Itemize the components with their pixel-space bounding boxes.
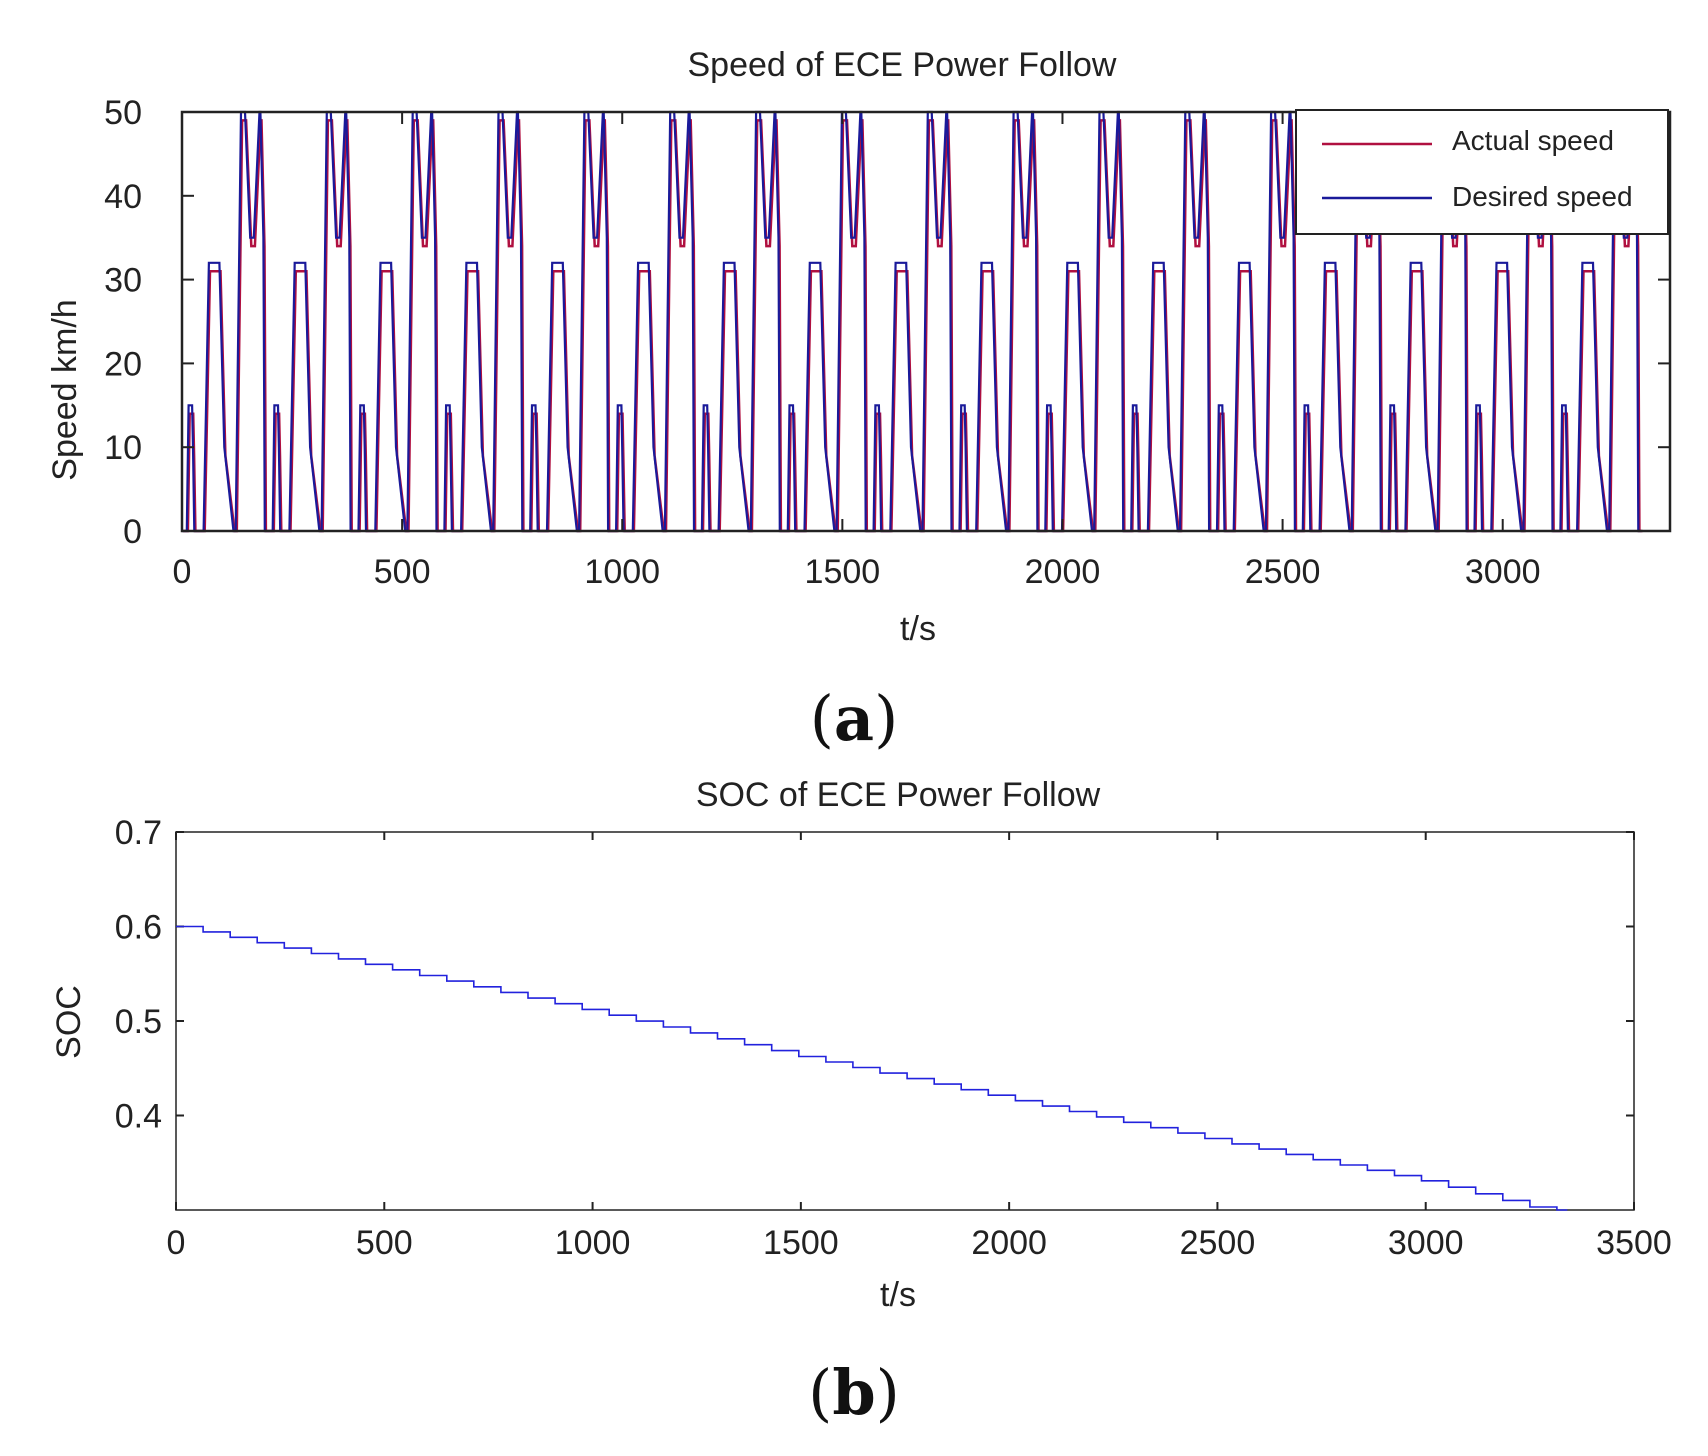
soc-xtick-label: 3000 bbox=[1388, 1224, 1464, 1262]
soc-chart-title: SOC of ECE Power Follow bbox=[696, 776, 1101, 814]
legend-actual-speed-label: Actual speed bbox=[1452, 125, 1614, 156]
panel-label-b: (b) bbox=[808, 1356, 900, 1429]
soc-xtick-label: 2000 bbox=[971, 1224, 1047, 1262]
soc-xtick-label: 500 bbox=[356, 1224, 413, 1262]
soc-plot-frame bbox=[175, 831, 1635, 1211]
speed-ytick-label: 50 bbox=[104, 94, 142, 132]
soc-xtick-label: 1500 bbox=[763, 1224, 839, 1262]
speed-xtick-label: 500 bbox=[374, 553, 431, 591]
speed-chart: Speed of ECE Power Follow t/s Speed km/h… bbox=[46, 46, 1672, 648]
soc-chart-ylabel: SOC bbox=[50, 985, 88, 1059]
speed-legend: Actual speed Desired speed bbox=[1295, 109, 1669, 235]
speed-plot-frame bbox=[180, 110, 1672, 533]
soc-chart: SOC of ECE Power Follow t/s SOC 0 500 1000… bbox=[50, 776, 1672, 1314]
soc-ytick-label: 0.7 bbox=[115, 814, 162, 852]
speed-xtick-label: 0 bbox=[173, 553, 192, 591]
speed-legend-box bbox=[1295, 109, 1669, 235]
speed-chart-ylabel: Speed km/h bbox=[46, 299, 84, 480]
speed-xtick-label: 2000 bbox=[1025, 553, 1101, 591]
soc-xtick-label: 1000 bbox=[555, 1224, 631, 1262]
speed-ytick-label: 0 bbox=[123, 513, 142, 551]
soc-xtick-label: 3500 bbox=[1596, 1224, 1672, 1262]
soc-ytick-label: 0.4 bbox=[115, 1098, 162, 1136]
soc-xtick-label: 0 bbox=[167, 1224, 186, 1262]
soc-ytick-label: 0.5 bbox=[115, 1003, 162, 1041]
speed-ytick-label: 40 bbox=[104, 178, 142, 216]
soc-xtick-label: 2500 bbox=[1180, 1224, 1256, 1262]
speed-xtick-label: 2500 bbox=[1245, 553, 1321, 591]
panel-label-a: (a) bbox=[809, 682, 899, 755]
speed-xtick-label: 1500 bbox=[805, 553, 881, 591]
soc-chart-xlabel: t/s bbox=[880, 1276, 916, 1314]
speed-xtick-label: 3000 bbox=[1465, 553, 1541, 591]
series-soc-line bbox=[176, 925, 1568, 1211]
speed-ytick-label: 20 bbox=[104, 345, 142, 383]
speed-ytick-label: 30 bbox=[104, 262, 142, 300]
speed-xtick-label: 1000 bbox=[584, 553, 660, 591]
speed-ytick-label: 10 bbox=[104, 429, 142, 467]
speed-chart-title: Speed of ECE Power Follow bbox=[688, 46, 1117, 84]
legend-desired-speed-label: Desired speed bbox=[1452, 181, 1633, 212]
speed-chart-xlabel: t/s bbox=[900, 610, 936, 648]
soc-ytick-label: 0.6 bbox=[115, 909, 162, 947]
